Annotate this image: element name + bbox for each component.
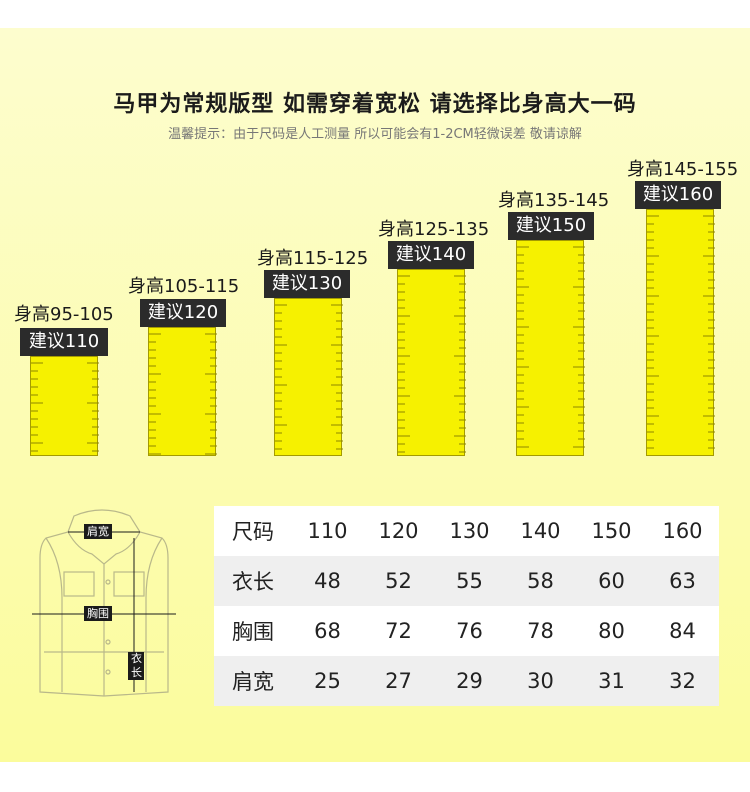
table-cell: 110 [307, 519, 348, 543]
table-cell: 55 [456, 569, 483, 593]
ruler-ticks-icon [31, 362, 99, 452]
ruler-bar-2 [148, 327, 217, 456]
ruler-ticks-icon [517, 246, 585, 448]
row-header: 尺码 [232, 520, 274, 544]
table-cell: 160 [662, 519, 703, 543]
height-label-6: 身高145-155 [627, 159, 739, 180]
table-cell: 58 [527, 569, 554, 593]
table-cell: 25 [314, 669, 341, 693]
table-cell: 63 [669, 569, 696, 593]
ruler-ticks-icon [398, 275, 466, 453]
suggest-tag-2: 建议120 [140, 299, 226, 327]
top-margin [0, 0, 750, 28]
ruler-bar-3 [274, 298, 343, 456]
ruler-bar-6 [646, 209, 715, 456]
ruler-ticks-icon [275, 304, 343, 450]
table-cell: 60 [598, 569, 625, 593]
table-cell: 80 [598, 619, 625, 643]
height-label-2: 身高105-115 [128, 276, 240, 297]
table-cell: 72 [385, 619, 412, 643]
table-row: 肩宽 25 27 29 30 31 32 [214, 656, 719, 706]
size-table: 尺码 110 120 130 140 150 160 衣长 48 52 55 5… [214, 506, 719, 706]
table-row: 尺码 110 120 130 140 150 160 [214, 506, 719, 556]
ruler-bar-5 [516, 240, 585, 456]
suggest-tag-3: 建议130 [264, 270, 350, 298]
chest-label: 胸围 [84, 606, 112, 621]
table-cell: 52 [385, 569, 412, 593]
ruler-ticks-icon [647, 215, 715, 449]
row-header: 肩宽 [232, 670, 274, 694]
page-title: 马甲为常规版型 如需穿着宽松 请选择比身高大一码 [113, 92, 637, 117]
shoulder-width-label: 肩宽 [84, 524, 112, 539]
table-cell: 120 [378, 519, 419, 543]
ruler-bar-1 [30, 356, 99, 456]
tip-text: 温馨提示：由于尺码是人工测量 所以可能会有1-2CM轻微误差 敬请谅解 [168, 127, 582, 142]
suggest-tag-5: 建议150 [508, 212, 594, 240]
table-row: 胸围 68 72 76 78 80 84 [214, 606, 719, 656]
height-label-5: 身高135-145 [498, 190, 610, 211]
vest-diagram: 肩宽 胸围 衣长 [22, 502, 187, 702]
vest-outline-icon [32, 509, 176, 697]
table-cell: 130 [449, 519, 490, 543]
table-cell: 31 [598, 669, 625, 693]
table-cell: 140 [520, 519, 561, 543]
ruler-ticks-icon [149, 333, 217, 455]
length-label: 衣长 [128, 652, 144, 680]
height-label-4: 身高125-135 [378, 219, 490, 240]
ruler-bar-4 [397, 269, 466, 456]
table-cell: 76 [456, 619, 483, 643]
row-header: 衣长 [232, 570, 274, 594]
table-cell: 29 [456, 669, 483, 693]
table-cell: 30 [527, 669, 554, 693]
suggest-tag-6: 建议160 [635, 181, 721, 209]
table-cell: 150 [591, 519, 632, 543]
table-cell: 78 [527, 619, 554, 643]
table-cell: 84 [669, 619, 696, 643]
height-label-1: 身高95-105 [14, 304, 114, 325]
height-label-3: 身高115-125 [257, 248, 369, 269]
suggest-tag-1: 建议110 [20, 328, 108, 356]
table-cell: 32 [669, 669, 696, 693]
row-header: 胸围 [232, 620, 274, 644]
bottom-margin [0, 762, 750, 792]
table-cell: 48 [314, 569, 341, 593]
table-row: 衣长 48 52 55 58 60 63 [214, 556, 719, 606]
suggest-tag-4: 建议140 [388, 241, 474, 269]
table-cell: 27 [385, 669, 412, 693]
table-cell: 68 [314, 619, 341, 643]
